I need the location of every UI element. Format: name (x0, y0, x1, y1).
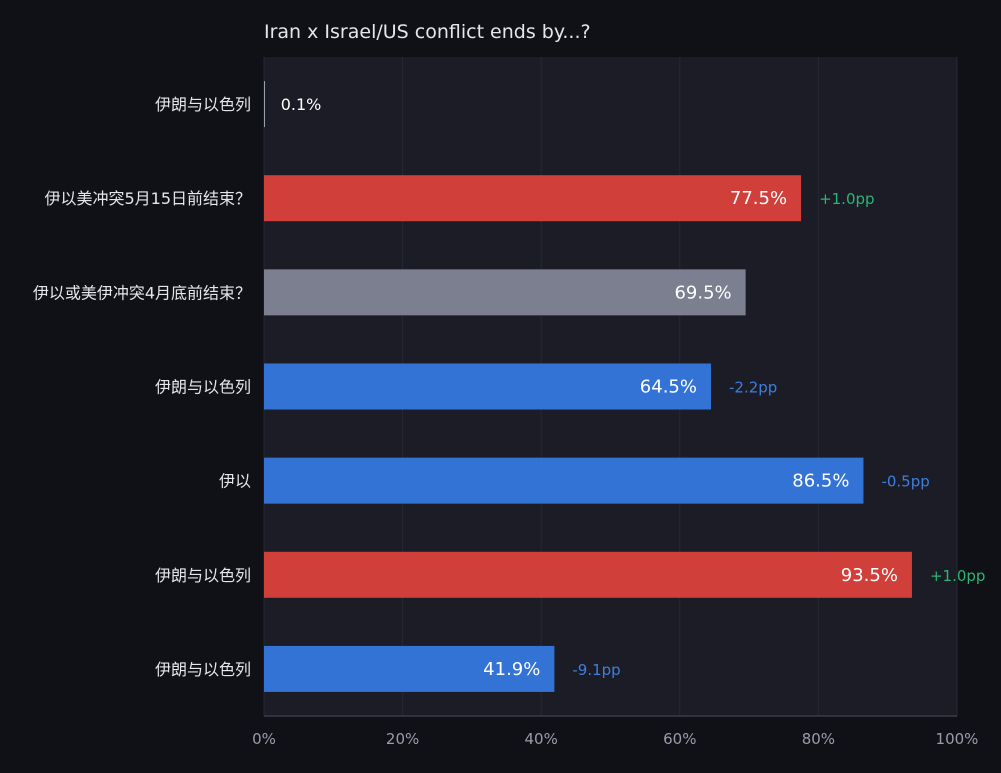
change-label: -9.1pp (572, 661, 620, 679)
bars (264, 81, 912, 692)
bar (264, 269, 746, 316)
data-label: 86.5% (792, 471, 849, 492)
change-label: +1.0pp (819, 190, 874, 208)
chart-title: Iran x Israel/US conflict ends by...? (264, 21, 591, 43)
category-label: 伊以 (219, 472, 251, 491)
bar (264, 457, 864, 504)
category-label: 伊朗与以色列 (155, 660, 251, 679)
x-tick-label: 20% (386, 730, 419, 748)
change-label: +1.0pp (930, 567, 985, 585)
category-label: 伊以或美伊冲突4月底前结束？ (33, 283, 251, 302)
category-label: 伊朗与以色列 (155, 378, 251, 397)
x-tick-label: 40% (525, 730, 558, 748)
category-label: 伊以美冲突5月15日前结束？ (44, 189, 251, 208)
data-label: 0.1% (281, 95, 322, 114)
bar (264, 175, 802, 222)
data-label: 69.5% (674, 282, 731, 303)
x-tick-label: 100% (936, 730, 979, 748)
x-tick-label: 80% (802, 730, 835, 748)
labels: 0% 20% 40% 60% 80% 100% 伊朗与以色列 0.1% 伊以美冲突5月15日前结… (33, 95, 986, 748)
change-label: -2.2pp (729, 379, 777, 397)
x-tick-label: 0% (252, 730, 276, 748)
category-label: 伊朗与以色列 (155, 95, 251, 114)
data-label: 41.9% (483, 659, 540, 680)
category-label: 伊朗与以色列 (155, 566, 251, 585)
bar (264, 551, 912, 598)
data-label: 77.5% (730, 188, 787, 209)
data-label: 93.5% (841, 565, 898, 586)
bar (264, 645, 555, 692)
change-label: -0.5pp (881, 473, 929, 491)
bar (264, 363, 711, 410)
bar (264, 81, 265, 128)
data-label: 64.5% (640, 377, 697, 398)
x-tick-label: 60% (663, 730, 696, 748)
